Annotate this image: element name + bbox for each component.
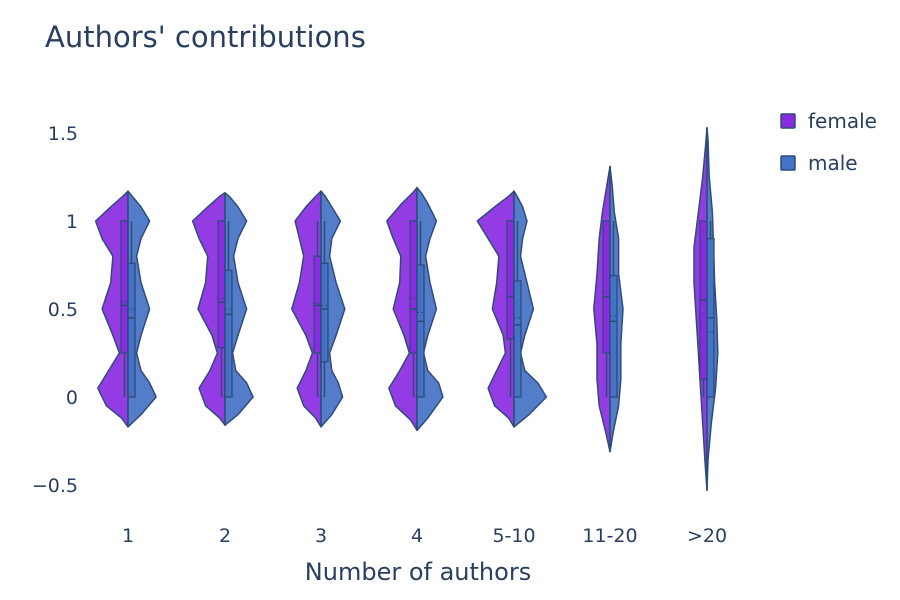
- box-female-1: [120, 220, 129, 354]
- box-female-2: [217, 220, 226, 349]
- y-tick-label: −0.5: [32, 475, 78, 497]
- x-tick-label: 11-20: [582, 525, 637, 547]
- violin-female-5-10: [476, 190, 515, 428]
- x-tick-label: 3: [315, 525, 327, 547]
- box-male-4: [416, 264, 425, 398]
- box-female-3: [313, 255, 322, 354]
- chart-title: Authors' contributions: [45, 20, 366, 54]
- series-male: [127, 126, 719, 492]
- violin-female-3: [291, 190, 322, 428]
- y-tick-label: 1: [66, 211, 78, 233]
- box-male-1: [127, 262, 136, 398]
- box-male-2: [224, 269, 233, 398]
- series-female: [94, 126, 708, 492]
- y-tick-label: 0: [66, 387, 78, 409]
- box-male-11-20: [609, 274, 618, 398]
- box-female-4: [409, 220, 418, 354]
- legend-swatch-female[interactable]: [780, 113, 796, 129]
- violin-female-1: [94, 190, 129, 428]
- legend-label-female[interactable]: female: [808, 109, 877, 133]
- violin-male-3: [320, 190, 346, 428]
- x-tick-label: 2: [219, 525, 231, 547]
- legend-swatch-male[interactable]: [780, 155, 796, 171]
- box-female-11-20: [602, 220, 611, 354]
- violin-male-5-10: [513, 190, 548, 428]
- violin-female-2: [191, 192, 226, 426]
- y-tick-label: 1.5: [48, 123, 78, 145]
- x-tick-label: >20: [687, 525, 727, 547]
- box-female-5-10: [506, 220, 515, 340]
- box-male-5-10: [513, 280, 522, 398]
- y-tick-label: 0.5: [48, 299, 78, 321]
- legend-label-male[interactable]: male: [808, 151, 858, 175]
- x-tick-label: 5-10: [492, 525, 535, 547]
- x-axis-title: Number of authors: [305, 558, 531, 586]
- box-male-3: [320, 262, 329, 363]
- x-tick-label: 4: [411, 525, 423, 547]
- x-tick-label: 1: [122, 525, 134, 547]
